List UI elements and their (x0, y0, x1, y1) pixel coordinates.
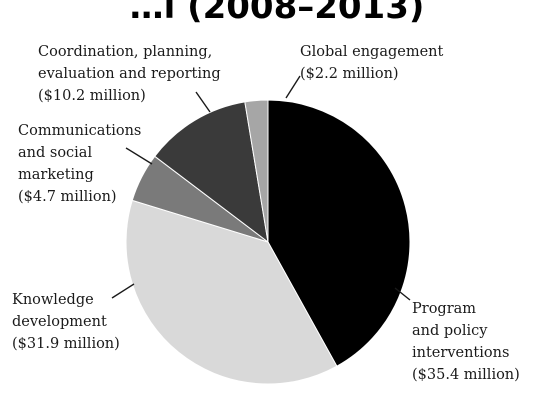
slice-label-3: Coordination, planning, evaluation and re… (38, 44, 221, 104)
pie-slice-3 (154, 101, 269, 244)
pie-slice-4 (244, 99, 269, 243)
slice-label-2: Communications and social marketing ($4.7 m… (18, 123, 141, 205)
leader-line-4 (285, 75, 301, 99)
leader-line-2 (125, 147, 153, 165)
leader-line-3 (195, 91, 211, 113)
leader-line-0 (394, 287, 411, 301)
chart-title: …l (2008–2013) (130, 0, 425, 27)
pie-slices (125, 99, 411, 385)
slice-labels: Program and policy interventions ($35.4 mil… (12, 44, 520, 383)
slice-label-4: Global engagement ($2.2 million) (300, 44, 444, 82)
leader-line-1 (111, 283, 135, 299)
pie-slice-1 (125, 199, 338, 385)
slice-label-0: Program and policy interventions ($35.4 mil… (412, 301, 520, 383)
slice-label-1: Knowledge development ($31.9 million) (12, 292, 120, 352)
label-leader-lines (111, 75, 411, 301)
pie-slice-0 (267, 99, 411, 367)
